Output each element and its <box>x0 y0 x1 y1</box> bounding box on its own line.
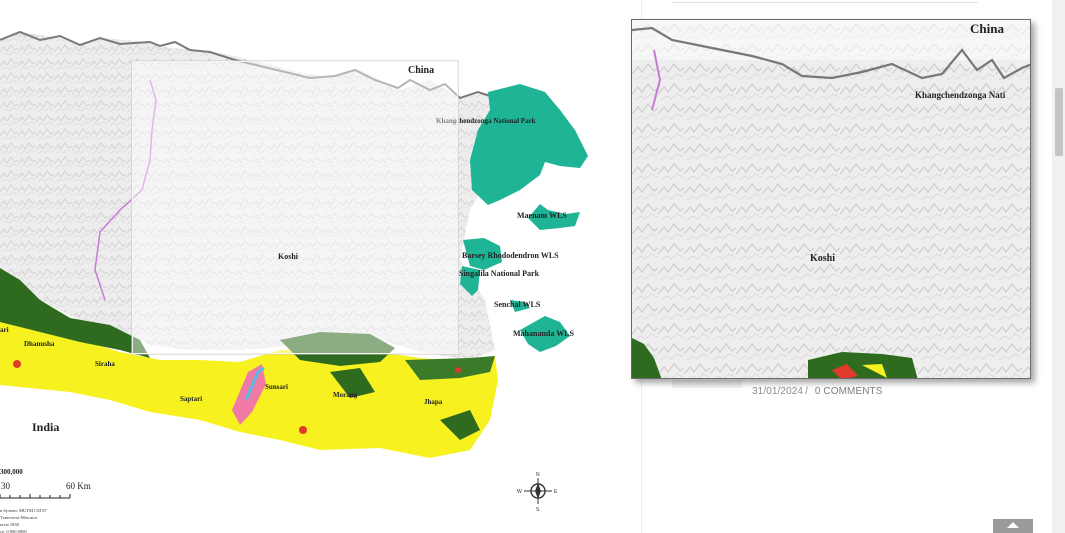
label-barsey: Barsey Rhododendron WLS <box>462 251 559 260</box>
forest-band <box>0 268 150 358</box>
scale-bar <box>0 494 71 499</box>
scrollbar-thumb[interactable] <box>1055 88 1063 156</box>
post-date: 31/01/2024 <box>752 386 804 397</box>
meta-separator: / <box>805 386 808 397</box>
svg-text:E: E <box>554 489 558 495</box>
district-boundary <box>94 79 157 301</box>
projection-note: n System: MUTM CM 87 <box>0 508 48 513</box>
map-image[interactable]: Khangchendzonga National Park Maenam WLS… <box>0 0 641 533</box>
protected-area-kangchenjunga <box>470 84 588 205</box>
protected-area-senchal <box>510 300 530 312</box>
protected-area-barsey <box>463 238 502 270</box>
label-china: China <box>408 65 434 76</box>
district-boundary <box>651 49 662 111</box>
terrain-region <box>0 32 500 360</box>
svg-text:N: N <box>536 472 540 478</box>
label-koshi: Koshi <box>278 252 299 261</box>
protected-area-singalila <box>460 266 480 296</box>
label-siraha: Siraha <box>95 360 115 368</box>
compass-rose-icon: N S E W <box>517 472 558 513</box>
zoom-label-kangchenjunga: Khangchendzonga Nati <box>915 90 1006 100</box>
forest-band <box>632 338 662 378</box>
post-thumbnail[interactable] <box>672 380 742 388</box>
projection-note: Transverse Mercator <box>0 515 38 520</box>
map-svg: Khangchendzonga National Park Maenam WLS… <box>0 30 588 533</box>
label-saptari: Saptari <box>180 395 202 403</box>
zoom-preview: China Khangchendzonga Nati Koshi <box>631 19 1031 379</box>
scale-tick-mid: 30 <box>1 481 11 491</box>
label-jhapa: Jhapa <box>424 398 443 406</box>
projection-note: ce: 0.000.0000 <box>0 529 27 533</box>
label-singalila: Singalila National Park <box>459 269 540 278</box>
label-mahananda: Mahananda WLS <box>513 329 575 338</box>
label-dhanusha: Dhanusha <box>24 340 55 348</box>
china-border <box>0 30 491 100</box>
zoom-label-china: China <box>970 21 1004 36</box>
label-india: India <box>32 420 59 434</box>
label-sunsari: Sunsari <box>265 383 288 391</box>
label-maenam: Maenam WLS <box>517 211 567 220</box>
river <box>244 366 265 401</box>
svg-text:S: S <box>536 507 540 513</box>
zoom-label-koshi: Koshi <box>810 253 835 264</box>
sidebar-divider <box>672 0 978 3</box>
label-kangchenjunga: Khangchendzonga National Park <box>436 117 536 125</box>
protected-area-mahananda <box>520 316 570 352</box>
scale-tick-end: 60 Km <box>66 481 91 491</box>
scrollbar-track[interactable] <box>1052 0 1065 533</box>
svg-text:W: W <box>517 489 522 495</box>
china-border <box>632 26 1030 80</box>
forest-band <box>405 356 495 380</box>
protected-area-maenam <box>528 204 580 230</box>
back-to-top-button[interactable] <box>993 519 1033 533</box>
forest-patch <box>440 410 480 440</box>
forest-patch <box>330 368 375 398</box>
forest-band <box>280 332 395 366</box>
magnifier-selection[interactable]: China Koshi <box>132 61 458 354</box>
chevron-up-icon <box>1007 522 1019 528</box>
label-senchal: Senchal WLS <box>494 300 541 309</box>
scale-ratio: 300,000 <box>0 468 23 476</box>
label-morang: Morang <box>333 391 358 399</box>
projection-note: urest 1830 <box>0 522 20 527</box>
label-partial: ari <box>0 326 9 334</box>
post-meta: 31/01/2024/ 0 COMMENTS <box>752 386 883 397</box>
comments-link[interactable]: 0 COMMENTS <box>814 386 883 397</box>
